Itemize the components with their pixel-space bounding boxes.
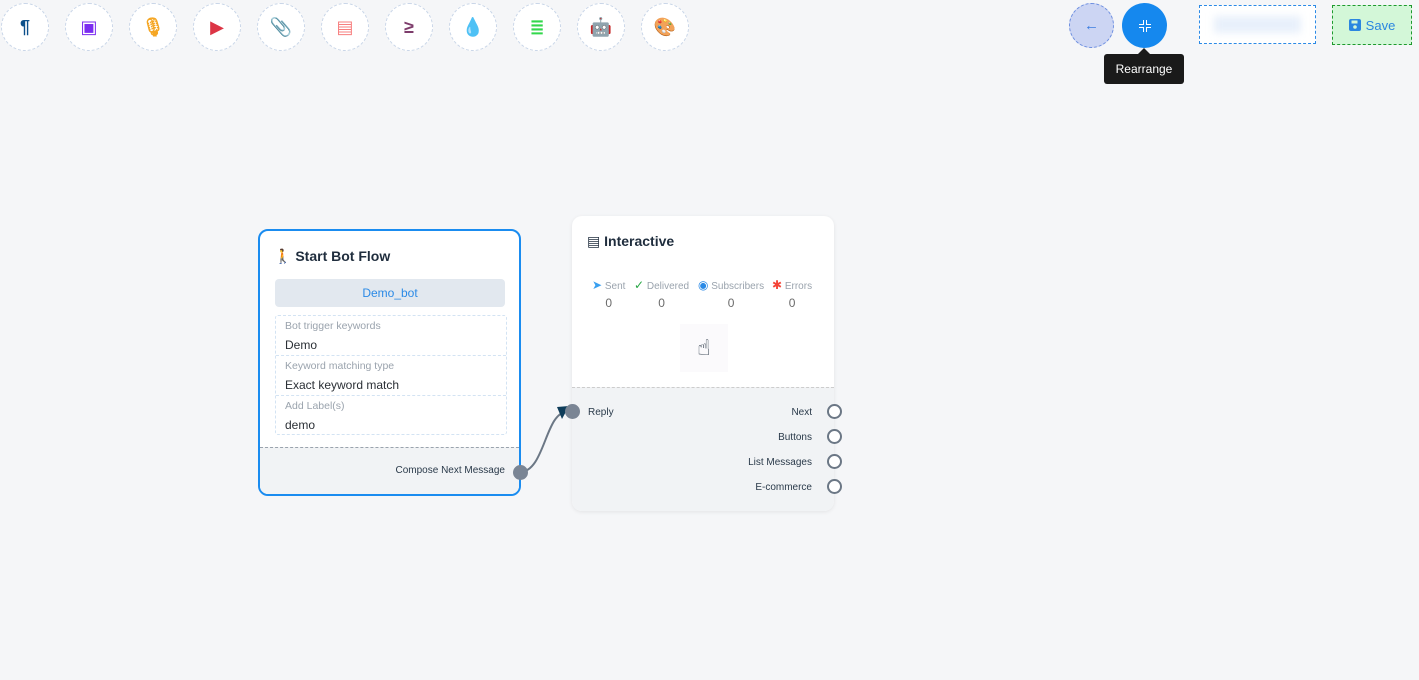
field-label: Bot trigger keywords	[285, 320, 381, 332]
field-2: Add Label(s) demo	[276, 396, 506, 434]
node-footer: Reply Next Buttons List Messages E-commerce	[572, 387, 834, 511]
rearrange-tooltip: Rearrange	[1104, 48, 1184, 84]
field-1: Keyword matching type Exact keyword match	[276, 356, 506, 396]
input-label-reply: Reply	[588, 407, 614, 418]
newspaper-icon: ▤	[587, 233, 601, 249]
field-0: Bot trigger keywords Demo	[276, 316, 506, 356]
paper-plane-icon: ➤	[592, 278, 603, 292]
node-fields: Bot trigger keywords Demo Keyword matching…	[275, 315, 507, 435]
bot-name-badge: Demo_bot	[275, 279, 505, 307]
hand-pointer-icon: ☝	[680, 324, 728, 372]
stat-sent: ➤ Sent 0	[592, 278, 625, 310]
walking-icon: 🚶	[274, 248, 292, 264]
save-button[interactable]: Save	[1332, 5, 1412, 45]
tool-button-stack[interactable]: ≣	[513, 3, 561, 51]
tool-button-youtube[interactable]: ▶	[193, 3, 241, 51]
paperclip-icon: 📎	[269, 16, 293, 37]
user-circle-icon: ◉	[698, 278, 709, 292]
stat-label: Delivered	[646, 281, 690, 292]
node-title: ▤ Interactive	[587, 233, 675, 249]
flow-name-input[interactable]	[1199, 5, 1316, 44]
stat-label: Sent	[604, 281, 626, 292]
stat-label: Errors	[784, 281, 813, 292]
microphone-icon: 🎙	[141, 16, 165, 37]
stat-errors: ✱ Errors 0	[772, 278, 812, 310]
check-circle-icon: ✓	[634, 278, 645, 292]
output-port-e-commerce[interactable]	[827, 479, 842, 494]
tooltip-text: Rearrange	[1115, 62, 1173, 76]
tool-button-paperclip[interactable]: 📎	[257, 3, 305, 51]
stat-label: Subscribers	[711, 281, 765, 292]
field-label: Keyword matching type	[285, 360, 395, 372]
tool-button-image[interactable]: ▣	[65, 3, 113, 51]
field-value: demo	[285, 418, 316, 432]
bug-icon: ✱	[772, 278, 783, 292]
tool-button-robot[interactable]: 🤖	[577, 3, 625, 51]
save-label: Save	[1365, 17, 1396, 33]
input-port-reply[interactable]	[565, 404, 580, 419]
output-port-list-messages[interactable]	[827, 454, 842, 469]
drop-icon: 💧	[461, 16, 485, 37]
output-label: Compose Next Message	[395, 465, 506, 476]
stat-value: 0	[605, 296, 613, 310]
field-value: Demo	[285, 338, 318, 352]
stat-value: 0	[727, 296, 735, 310]
stat-delivered: ✓ Delivered 0	[634, 278, 689, 310]
tool-button-microphone[interactable]: 🎙	[129, 3, 177, 51]
arrow-left-icon: ←	[1084, 17, 1099, 34]
stat-value: 0	[788, 296, 796, 310]
palette-icon: 🎨	[653, 16, 677, 37]
output-label: List Messages	[748, 457, 812, 468]
output-label: E-commerce	[755, 482, 812, 493]
tool-button-palette[interactable]: 🎨	[641, 3, 689, 51]
field-value: Exact keyword match	[285, 378, 400, 392]
stat-subscribers: ◉ Subscribers 0	[698, 278, 764, 310]
paragraph-icon: ¶	[19, 16, 30, 37]
tool-button-drop[interactable]: 💧	[449, 3, 497, 51]
floppy-disk-icon	[1348, 19, 1361, 31]
stack-icon: ≣	[529, 16, 545, 37]
back-button[interactable]: ←	[1069, 3, 1114, 48]
greater-equal-icon: ≥	[404, 16, 414, 37]
image-icon: ▣	[80, 16, 98, 37]
output-port-next[interactable]	[827, 404, 842, 419]
output-port-compose-next[interactable]	[513, 465, 528, 480]
output-port-buttons[interactable]	[827, 429, 842, 444]
tool-button-paragraph[interactable]: ¶	[1, 3, 49, 51]
newspaper-icon: ▤	[336, 16, 354, 37]
tool-button-newspaper[interactable]: ▤	[321, 3, 369, 51]
interactive-node[interactable]: ▤ Interactive ➤ Sent 0 ✓ Delivered 0 ◉ Subsc…	[572, 216, 834, 511]
youtube-icon: ▶	[210, 16, 224, 37]
field-label: Add Label(s)	[285, 400, 345, 412]
output-label: Next	[791, 407, 812, 418]
rearrange-button[interactable]	[1122, 3, 1167, 48]
start-bot-flow-node[interactable]: 🚶 Start Bot Flow Demo_bot Bot trigger ke…	[258, 229, 521, 496]
node-footer: Compose Next Message	[260, 447, 519, 494]
output-label: Buttons	[778, 432, 812, 443]
tool-button-greater-equal[interactable]: ≥	[385, 3, 433, 51]
robot-icon: 🤖	[589, 16, 613, 37]
node-title: 🚶 Start Bot Flow	[274, 248, 391, 264]
stat-value: 0	[658, 296, 665, 310]
